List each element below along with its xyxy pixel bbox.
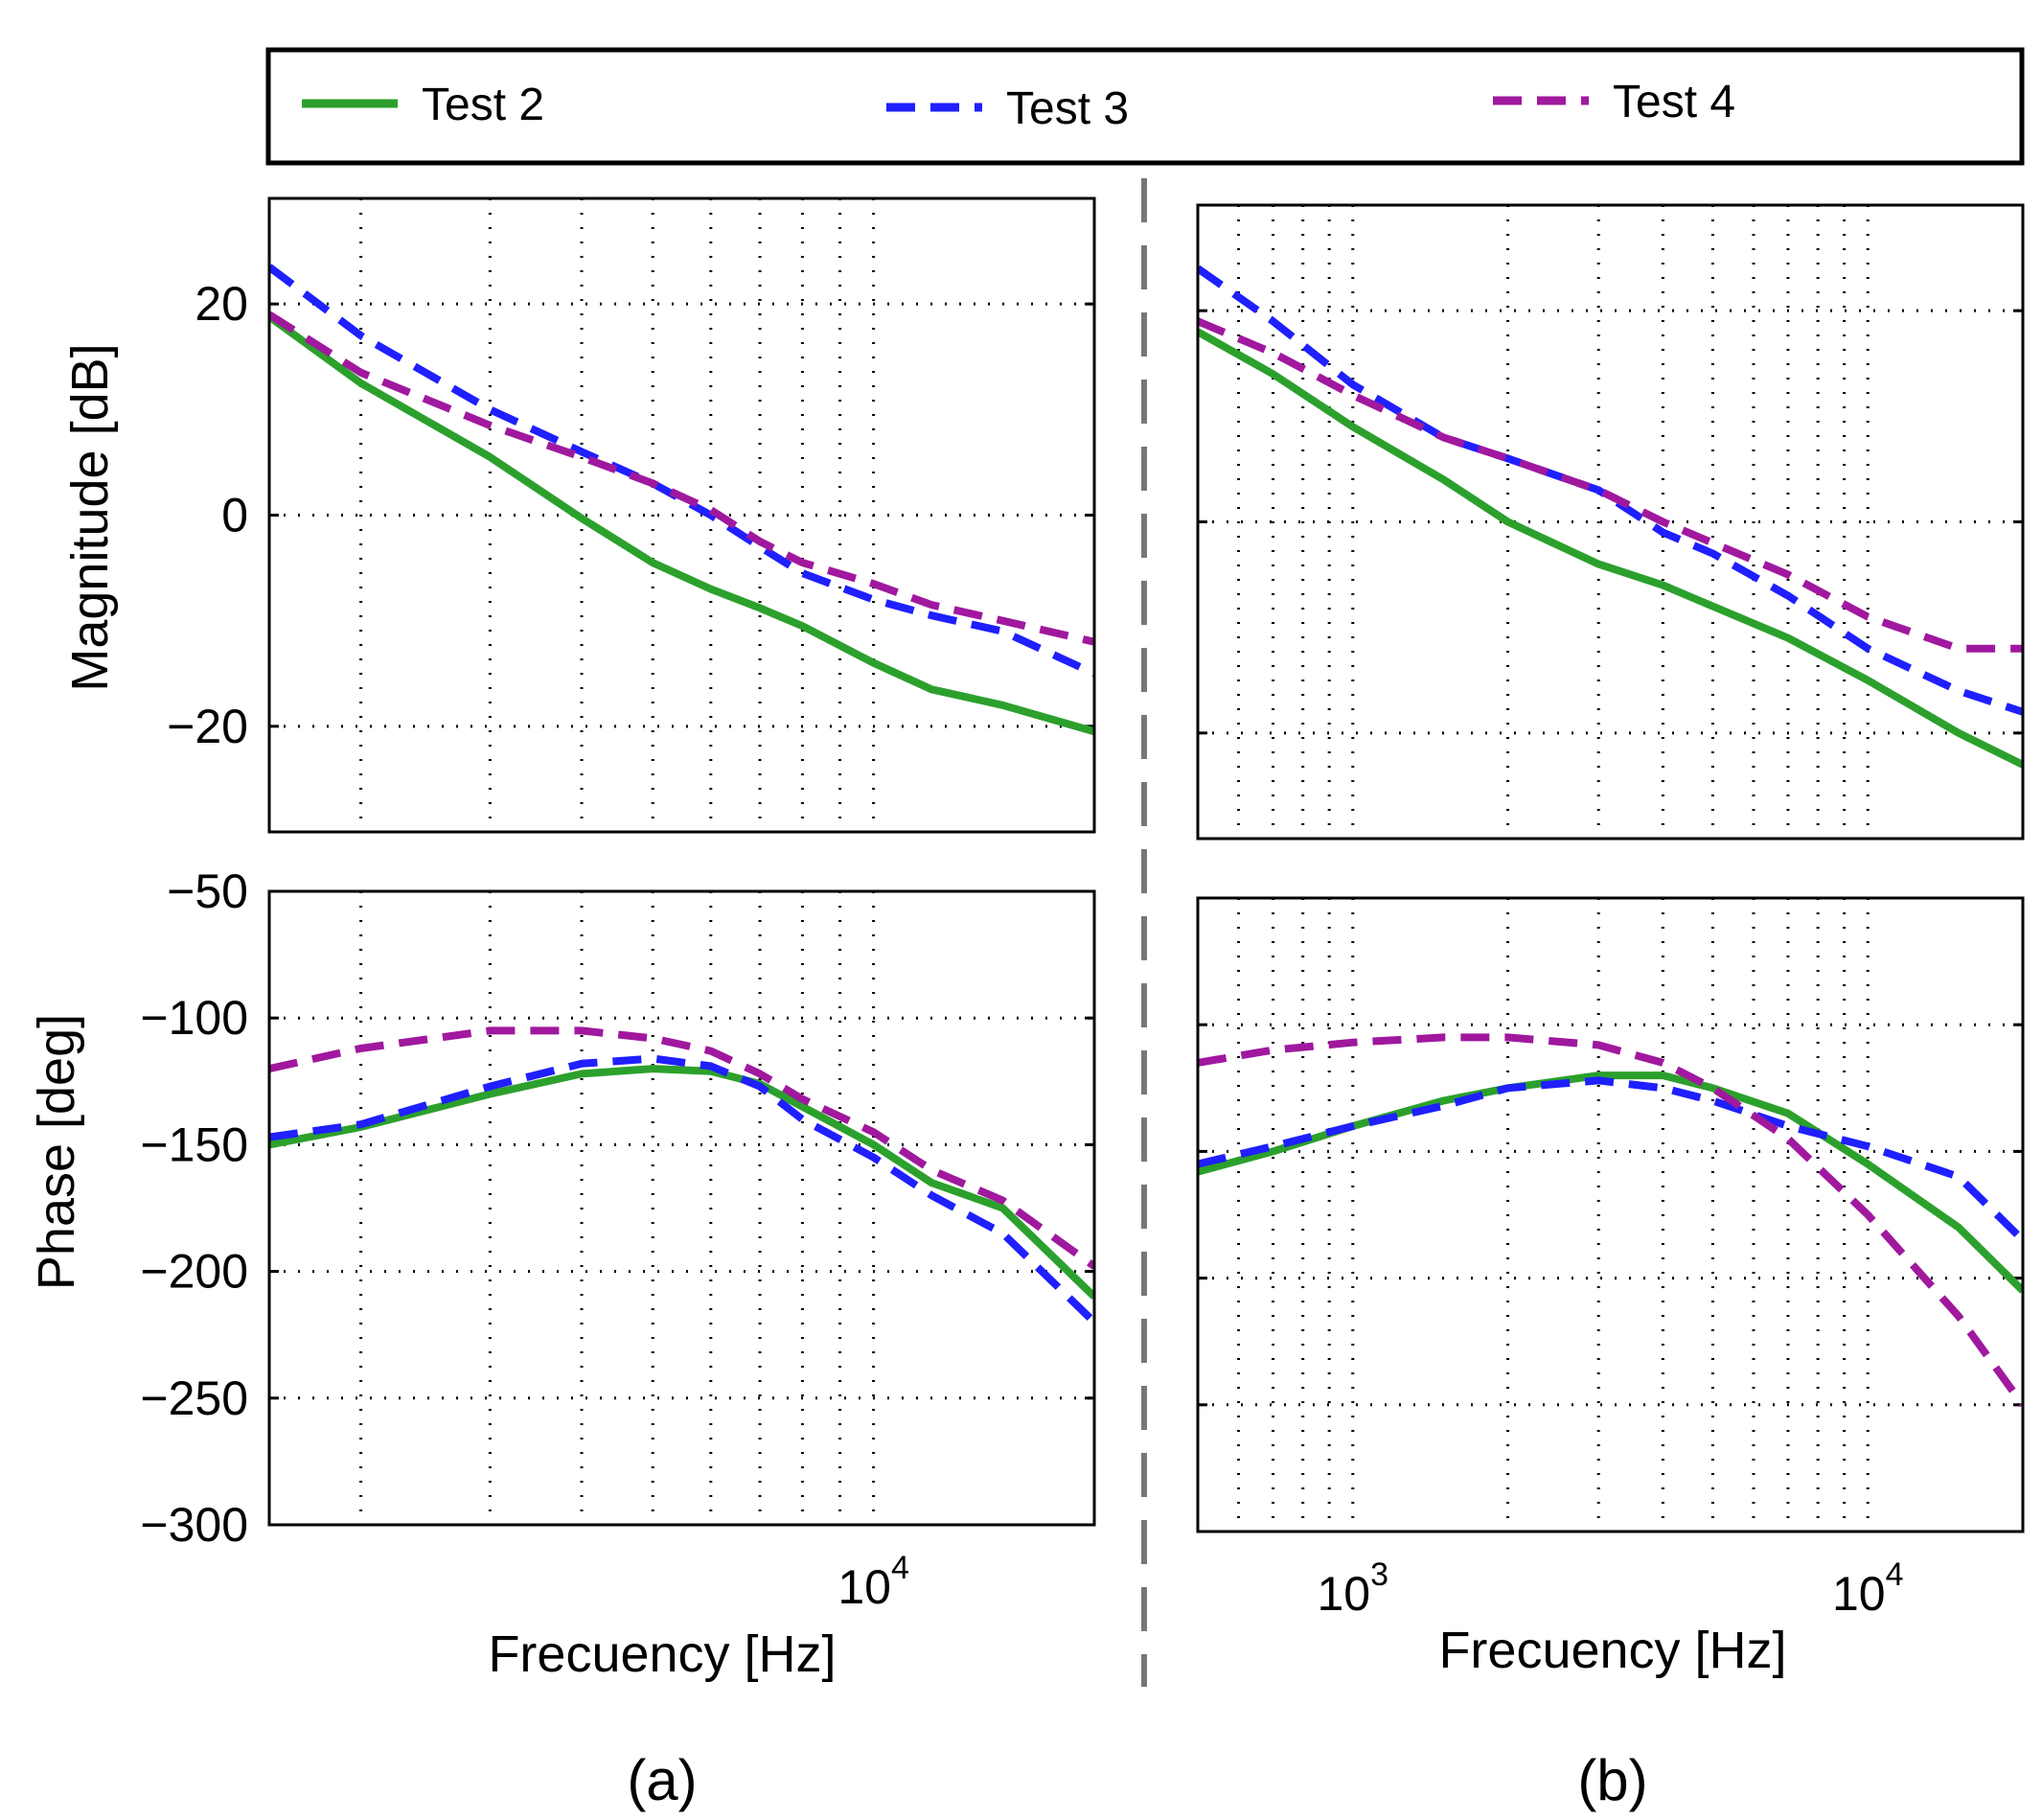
y-grid-a-mag — [269, 302, 1094, 728]
legend-label-3: Test 4 — [1613, 77, 1735, 127]
x-tick-label: 104 — [1832, 1556, 1904, 1621]
series-line-test-2 — [1198, 1071, 2023, 1294]
x-grid-a-phase — [359, 891, 876, 1525]
series-group-b-phase — [1198, 1033, 2023, 1408]
y-tick-label: −300 — [140, 1498, 248, 1552]
plot-frame-a-phase — [267, 889, 1096, 1527]
x-grid-b-phase — [1237, 898, 1870, 1532]
legend-label-2: Test 3 — [1006, 83, 1129, 134]
y-tick-label: −250 — [140, 1371, 248, 1425]
series-line-test-2 — [1198, 328, 2023, 769]
y-tick-label: 20 — [195, 277, 248, 331]
y-grid-a-phase — [269, 1016, 1094, 1400]
series-line-test-3 — [269, 1054, 1094, 1325]
panel-label-b: (b) — [1577, 1748, 1647, 1812]
y-axis-label-phase: Phase [deg] — [28, 1014, 85, 1290]
x-axis-label-a: Frecuency [Hz] — [488, 1625, 836, 1683]
legend: Test 2 Test 3 Test 4 — [265, 47, 2025, 166]
plot-frame-a-mag — [267, 196, 1096, 834]
series-line-test-2 — [269, 313, 1094, 736]
y-axis-label-magnitude: Magnitude [dB] — [61, 343, 119, 691]
x-axis-label-b: Frecuency [Hz] — [1438, 1622, 1786, 1679]
y-tick-label: −50 — [167, 864, 248, 918]
axes-b-phase: 103 104 — [1196, 896, 2025, 1621]
x-tick-label: 104 — [837, 1550, 909, 1614]
plot-frame-b-mag — [1196, 203, 2025, 841]
series-line-test-4 — [269, 1026, 1094, 1270]
plot-frame-b-phase — [1196, 896, 2025, 1533]
series-line-test-4 — [1198, 317, 2023, 653]
legend-label-1: Test 2 — [422, 80, 544, 130]
y-grid-b-mag — [1198, 309, 2023, 735]
series-group-b-mag — [1198, 265, 2023, 769]
axes-a-mag: −20 0 20 — [167, 196, 1096, 834]
panel-label-a: (a) — [627, 1748, 697, 1812]
y-tick-label: −100 — [140, 991, 248, 1045]
series-group-a-mag — [269, 264, 1094, 736]
series-group-a-phase — [269, 1026, 1094, 1325]
legend-items: Test 2 Test 3 Test 4 — [302, 77, 1735, 134]
series-line-test-3 — [269, 264, 1094, 678]
axes-b-mag — [1196, 203, 2025, 841]
x-tick-label: 103 — [1318, 1556, 1389, 1621]
y-tick-label: −200 — [140, 1245, 248, 1299]
legend-box — [265, 47, 2025, 166]
y-tick-label: −150 — [140, 1117, 248, 1171]
series-line-test-3 — [1198, 265, 2023, 716]
series-line-test-4 — [1198, 1033, 2023, 1408]
series-line-test-4 — [269, 311, 1094, 646]
y-tick-label: −20 — [167, 700, 248, 753]
series-line-test-2 — [269, 1065, 1094, 1300]
axes-a-phase: −300 −250 −200 −150 −100 −50 104 — [140, 864, 1096, 1614]
x-grid-a-mag — [359, 198, 876, 832]
series-line-test-3 — [1198, 1076, 2023, 1243]
y-tick-label: 0 — [221, 489, 248, 542]
